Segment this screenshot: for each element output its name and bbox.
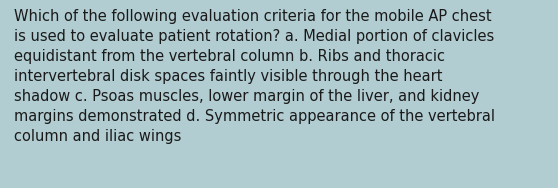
Text: Which of the following evaluation criteria for the mobile AP chest
is used to ev: Which of the following evaluation criter… (14, 9, 495, 144)
